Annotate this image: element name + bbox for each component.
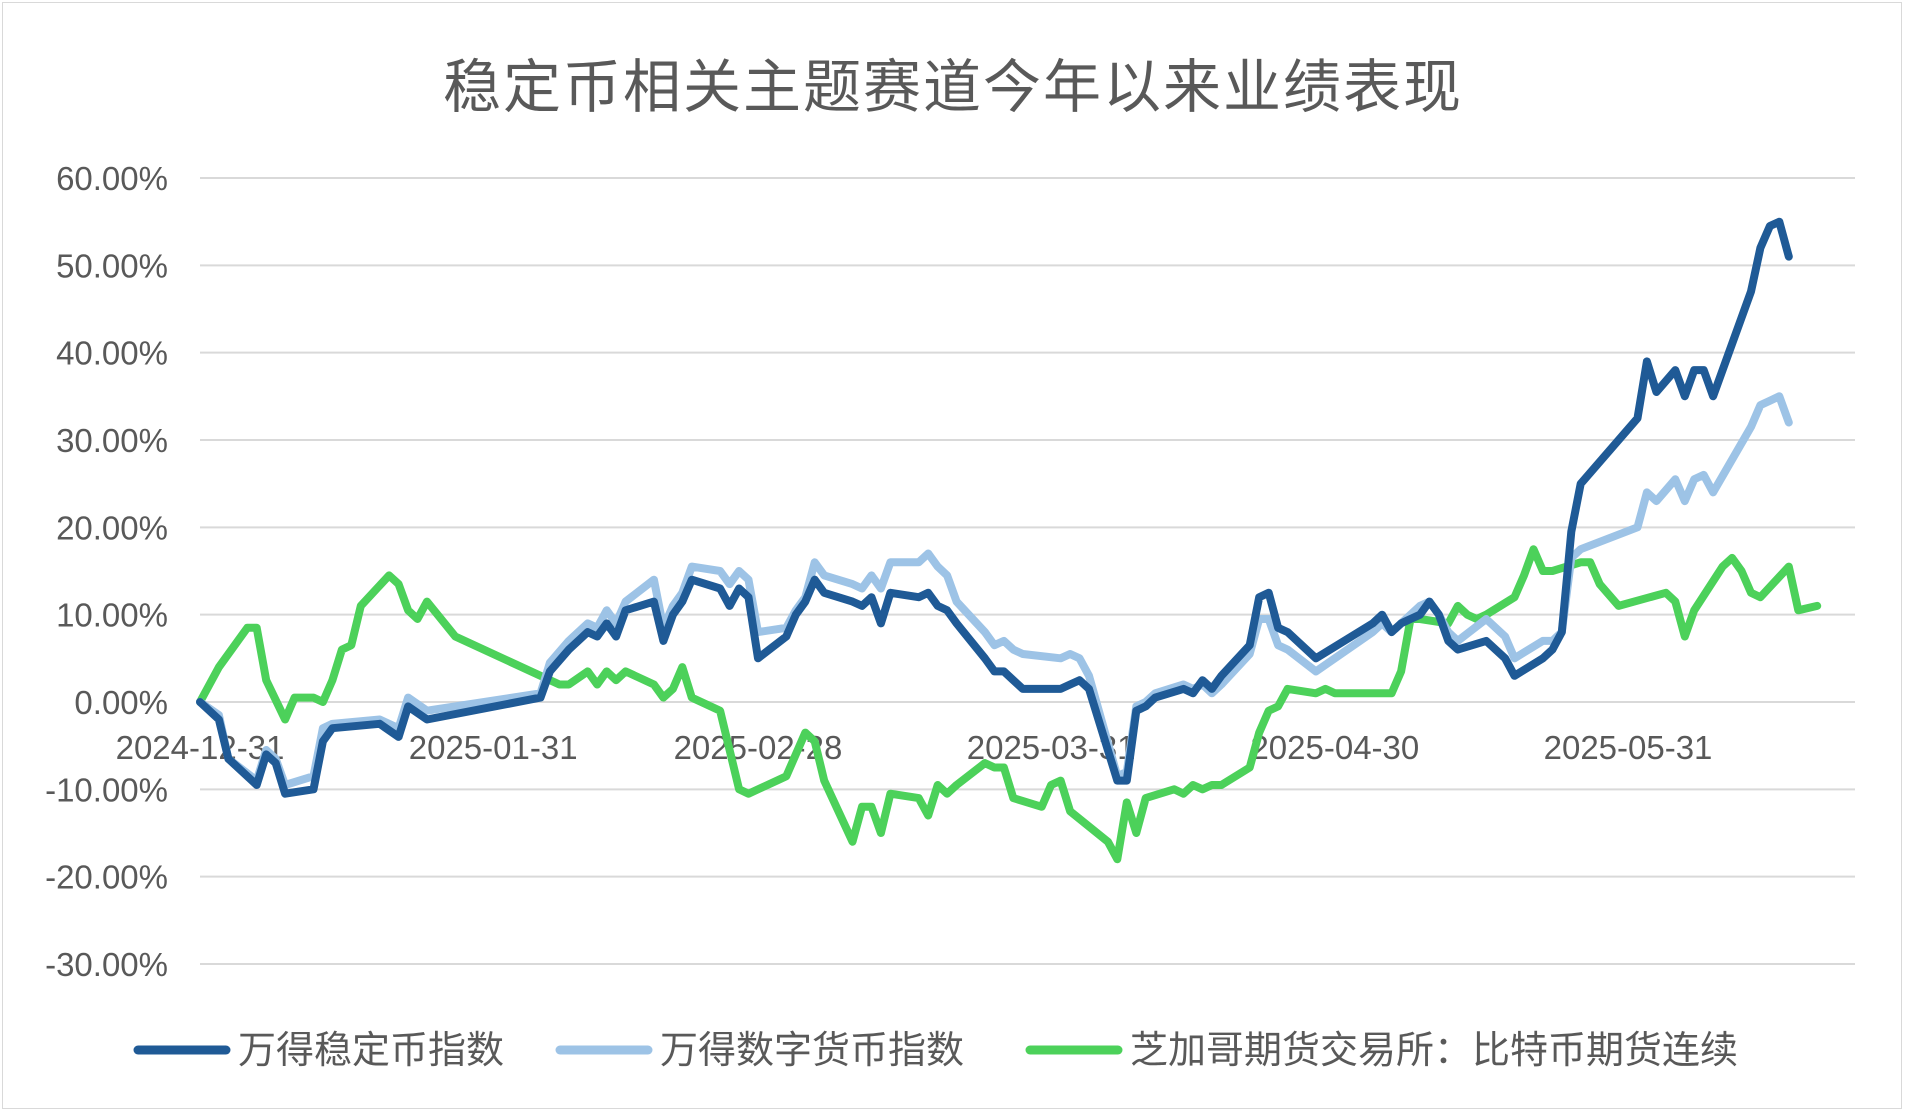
series-lines xyxy=(196,217,1822,864)
y-tick-label: 40.00% xyxy=(56,335,168,372)
gridlines xyxy=(200,177,1855,965)
y-tick-label: 0.00% xyxy=(74,684,168,721)
y-axis-ticks: -30.00% -20.00% -10.00% 0.00% 10.00% 20.00% 30… xyxy=(45,160,168,983)
x-tick-label: 2025-05-31 xyxy=(1544,729,1713,766)
legend: 万得稳定币指数 万得数字货币指数 芝加哥期货交易所：比特币期货连续 xyxy=(133,1028,1738,1072)
legend-label: 万得稳定币指数 xyxy=(238,1028,504,1072)
legend-label: 芝加哥期货交易所：比特币期货连续 xyxy=(1130,1028,1738,1072)
x-axis-ticks: 2024-12-31 2025-01-31 2025-02-28 2025-03-31… xyxy=(116,729,1713,766)
y-tick-label: 50.00% xyxy=(56,247,168,284)
y-tick-label: -10.00% xyxy=(45,771,168,808)
y-tick-label: 60.00% xyxy=(56,160,168,197)
y-tick-label: -30.00% xyxy=(45,946,168,983)
y-tick-label: 20.00% xyxy=(56,509,168,546)
series-line-2 xyxy=(196,392,1793,789)
series-line-3 xyxy=(196,545,1822,864)
y-tick-label: 30.00% xyxy=(56,422,168,459)
legend-label: 万得数字货币指数 xyxy=(660,1028,964,1072)
x-tick-label: 2025-04-30 xyxy=(1250,729,1419,766)
series-line-1 xyxy=(196,217,1793,798)
x-tick-label: 2025-01-31 xyxy=(409,729,578,766)
x-tick-label: 2024-12-31 xyxy=(116,729,285,766)
chart-title: 稳定币相关主题赛道今年以来业绩表现 xyxy=(442,53,1463,121)
y-tick-label: 10.00% xyxy=(56,597,168,634)
y-tick-label: -20.00% xyxy=(45,859,168,896)
